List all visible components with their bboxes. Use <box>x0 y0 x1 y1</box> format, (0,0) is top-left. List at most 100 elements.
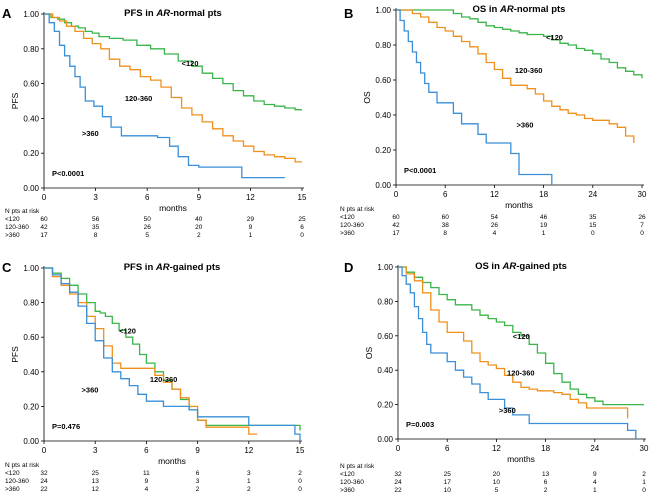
risk-table-title: N pts at risk <box>5 208 40 215</box>
chart-title-part: OS in <box>473 4 500 15</box>
curve-label-lt120: <120 <box>546 33 563 42</box>
risk-table-count: 9 <box>593 471 597 478</box>
risk-table-count: 25 <box>444 471 452 478</box>
risk-table-count: 6 <box>544 479 548 486</box>
risk-table-count: 10 <box>493 479 501 486</box>
x-tick-label: 0 <box>42 446 47 455</box>
risk-table-group: >360 <box>5 486 20 493</box>
risk-table-count: 11 <box>143 470 150 477</box>
y-tick-label: 0.00 <box>377 435 393 444</box>
km-curve-120-360 <box>44 267 258 435</box>
y-tick-label: 0.80 <box>377 297 393 306</box>
y-tick-label: 0.00 <box>375 181 391 190</box>
y-axis-label: PFS <box>10 92 20 109</box>
risk-table-count: 20 <box>493 471 501 478</box>
curve-label-gt360: >360 <box>499 406 516 415</box>
chart-title-part: PFS in <box>124 262 156 273</box>
risk-table-group: >360 <box>340 487 355 494</box>
x-tick-label: 24 <box>590 444 599 453</box>
risk-table-count: 5 <box>145 232 149 239</box>
km-curve-gt360 <box>396 9 553 185</box>
risk-table-count: 42 <box>40 224 48 231</box>
x-tick-label: 3 <box>93 193 98 202</box>
risk-table-count: 17 <box>392 230 400 237</box>
km-curve-gt360 <box>398 266 637 439</box>
p-value: P<0.0001 <box>52 169 84 178</box>
risk-table-count: 32 <box>394 471 402 478</box>
chart-title-part: -normal pts <box>514 4 566 15</box>
curve-label-120-360: 120-360 <box>515 66 543 75</box>
risk-table-count: 1 <box>542 230 546 237</box>
panel-b: B OS in AR-normal pts 0.00 0.20 0.40 0.60 0.80… <box>340 4 647 237</box>
risk-table-count: 32 <box>40 470 48 477</box>
x-tick-label: 0 <box>396 444 401 453</box>
risk-table-count: 8 <box>94 232 98 239</box>
risk-table-count: 15 <box>589 222 597 229</box>
x-tick-label: 30 <box>640 444 649 453</box>
chart-title-part: AR <box>155 262 170 273</box>
curve-label-120-360: 120-360 <box>507 368 535 377</box>
x-tick-label: 18 <box>539 190 548 199</box>
risk-table-group: 120-360 <box>5 478 29 485</box>
x-tick-label: 12 <box>244 446 253 455</box>
chart-title: PFS in AR-gained pts <box>124 262 221 273</box>
risk-table-count: 22 <box>40 486 48 493</box>
risk-table-group: <120 <box>5 216 20 223</box>
risk-table-count: 20 <box>195 224 203 231</box>
risk-table-count: 0 <box>298 486 302 493</box>
p-value: P<0.0001 <box>404 166 436 175</box>
x-tick-label: 0 <box>394 190 399 199</box>
panel-label: A <box>2 6 12 21</box>
curve-label-lt120: <120 <box>182 59 199 68</box>
risk-table-group: <120 <box>340 214 355 221</box>
risk-table-count: 42 <box>392 222 400 229</box>
y-axis-label: OS <box>362 91 372 104</box>
risk-table-group: >360 <box>5 232 20 239</box>
y-tick-label: 0.80 <box>23 299 39 308</box>
x-tick-label: 9 <box>197 193 202 202</box>
panel-label: D <box>344 260 353 275</box>
risk-table-count: 2 <box>298 470 302 477</box>
y-tick-label: 0.40 <box>375 111 391 120</box>
y-tick-label: 1.00 <box>23 264 39 273</box>
risk-table-count: 24 <box>394 479 402 486</box>
risk-table-title: N pts at risk <box>5 462 40 469</box>
y-tick-label: 0.40 <box>23 114 39 123</box>
panel-d: D OS in AR-gained pts 0.00 0.20 0.40 0.60 0.80… <box>340 260 649 494</box>
risk-table-count: 0 <box>298 478 302 485</box>
p-value: P=0.003 <box>406 420 434 429</box>
km-curve-lt120 <box>44 13 302 111</box>
risk-table-count: 2 <box>197 232 201 239</box>
km-curve-120-360 <box>396 9 635 143</box>
y-tick-label: 0.80 <box>23 45 39 54</box>
risk-table-count: 35 <box>589 214 597 221</box>
risk-table-group: <120 <box>340 471 355 478</box>
panel-label: C <box>2 260 12 275</box>
curve-label-gt360: >360 <box>517 120 534 129</box>
y-tick-label: 0.60 <box>23 333 39 342</box>
risk-table-count: 0 <box>642 487 646 494</box>
risk-table-count: 29 <box>247 216 255 223</box>
risk-table-count: 38 <box>442 222 450 229</box>
risk-table-count: 9 <box>145 478 149 485</box>
risk-table-count: 19 <box>540 222 548 229</box>
risk-table-count: 54 <box>491 214 499 221</box>
risk-table-count: 17 <box>40 232 48 239</box>
risk-table-count: 46 <box>540 214 548 221</box>
x-tick-label: 6 <box>445 444 450 453</box>
risk-table-count: 3 <box>247 470 251 477</box>
risk-table-count: 4 <box>493 230 497 237</box>
y-tick-label: 0.60 <box>377 332 393 341</box>
risk-table-count: 60 <box>442 214 450 221</box>
risk-table-group: 120-360 <box>340 479 364 486</box>
curve-label-gt360: >360 <box>82 129 99 138</box>
x-tick-label: 15 <box>298 193 307 202</box>
y-tick-label: 0.40 <box>23 368 39 377</box>
y-tick-label: 0.60 <box>23 80 39 89</box>
y-tick-label: 0.20 <box>377 401 393 410</box>
risk-table-count: 4 <box>145 486 149 493</box>
risk-table-count: 60 <box>392 214 400 221</box>
risk-table-group: >360 <box>340 230 355 237</box>
x-tick-label: 6 <box>145 193 150 202</box>
panel-a: A PFS in AR-normal pts 0.00 0.20 0.40 0.60 0.8… <box>2 6 307 239</box>
